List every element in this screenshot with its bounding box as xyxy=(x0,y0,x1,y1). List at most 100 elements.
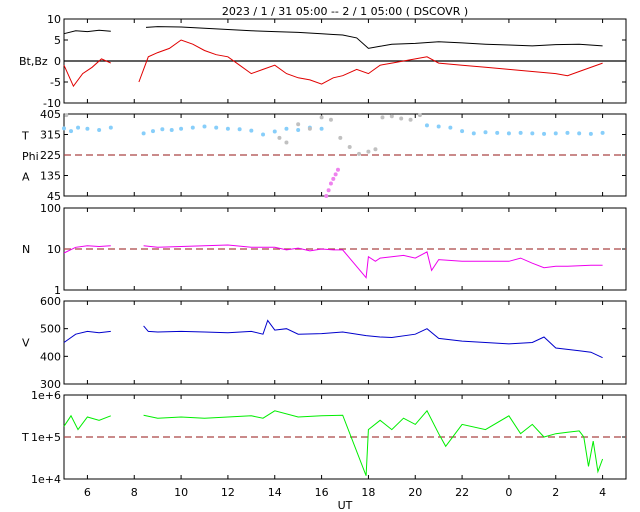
x-tick-label: 16 xyxy=(315,486,329,499)
point-phi_away xyxy=(389,114,394,119)
point-t xyxy=(160,127,165,132)
x-tick-label: 6 xyxy=(84,486,91,499)
x-tick-label: 4 xyxy=(599,486,606,499)
y-tick-label: 500 xyxy=(40,323,61,336)
series-bt xyxy=(63,26,603,49)
chart-title: 2023 / 1 / 31 05:00 -- 2 / 1 05:00 ( DSC… xyxy=(222,5,468,18)
point-t xyxy=(225,126,230,131)
point-phi_away xyxy=(307,126,312,131)
point-phi_away xyxy=(328,117,333,122)
point-t xyxy=(214,125,219,130)
y-tick-label: 315 xyxy=(40,129,61,142)
point-t xyxy=(436,124,441,129)
point-phi_away xyxy=(347,145,352,150)
y-tick-label: 300 xyxy=(40,378,61,391)
point-t xyxy=(319,126,324,131)
point-phi_away xyxy=(380,115,385,120)
point-t xyxy=(600,130,605,135)
point-t xyxy=(553,131,558,136)
point-phi_away xyxy=(357,151,362,156)
point-phi_away xyxy=(284,140,289,145)
y-tick-label: -10 xyxy=(43,97,61,110)
y-tick-label: 0 xyxy=(54,55,61,68)
point-t xyxy=(85,126,90,131)
y-tick-label: 400 xyxy=(40,350,61,363)
point-phi_away xyxy=(277,135,282,140)
point-t xyxy=(565,130,570,135)
x-tick-label: 12 xyxy=(221,486,235,499)
y-tick-label: 225 xyxy=(40,149,61,162)
panel-angle: 405 315 225 135 45 T Phi A xyxy=(21,108,627,203)
panel-frame xyxy=(63,300,627,385)
y-tick-label: 45 xyxy=(47,190,61,203)
point-phi_away xyxy=(338,135,343,140)
x-tick-label: 14 xyxy=(268,486,282,499)
y-tick-label: 405 xyxy=(40,108,61,121)
point-phi_away xyxy=(366,149,371,154)
y-tick-label: 1 xyxy=(54,284,61,297)
point-t xyxy=(495,130,500,135)
point-t xyxy=(108,125,113,130)
point-t xyxy=(261,132,266,137)
point-phi_away xyxy=(399,116,404,121)
point-t xyxy=(460,129,465,134)
y-axis-label: T xyxy=(21,130,29,143)
point-t xyxy=(76,125,81,130)
point-t xyxy=(249,128,254,133)
panels: 10 5 0 -5 -10 Bt,Bz 405 315 225 135 45 T Phi A 100 10 1 N… xyxy=(19,13,627,486)
point-t xyxy=(518,130,523,135)
point-t xyxy=(97,127,102,132)
y-tick-label: 100 xyxy=(40,202,61,215)
point-t xyxy=(506,131,511,136)
y-axis-label: N xyxy=(22,243,30,256)
point-t xyxy=(542,131,547,136)
y-axis-label: T xyxy=(21,431,29,444)
y-axis-label: Bt,Bz xyxy=(19,55,48,68)
point-t xyxy=(62,126,66,131)
point-t xyxy=(530,131,535,136)
point-phi_away xyxy=(373,147,378,152)
point-t xyxy=(272,129,277,134)
point-t xyxy=(69,129,74,134)
point-phi_toward xyxy=(328,181,333,186)
point-phi_toward xyxy=(326,188,331,193)
point-phi_toward xyxy=(331,176,336,181)
x-tick-label: 2 xyxy=(552,486,559,499)
series-temp xyxy=(63,409,604,476)
point-t xyxy=(150,129,155,134)
point-t xyxy=(424,123,429,128)
series-n xyxy=(63,244,603,279)
y-tick-label: 1e+4 xyxy=(31,473,61,486)
point-t xyxy=(577,131,582,136)
x-axis-label: UT xyxy=(338,499,353,512)
point-t xyxy=(202,124,207,129)
point-t xyxy=(448,125,453,130)
x-tick-label: 10 xyxy=(174,486,188,499)
y-axis-label: V xyxy=(22,337,30,350)
point-phi_away xyxy=(319,115,324,120)
point-phi_toward xyxy=(333,172,338,177)
x-tick-label: 8 xyxy=(131,486,138,499)
y-tick-label: 600 xyxy=(40,295,61,308)
point-t xyxy=(296,127,301,132)
point-phi_toward xyxy=(335,167,340,172)
point-t xyxy=(284,126,289,131)
point-phi_toward xyxy=(324,194,329,198)
point-t xyxy=(190,125,195,130)
y-tick-label: 1e+6 xyxy=(31,389,61,402)
point-t xyxy=(237,127,242,132)
point-t xyxy=(179,126,184,131)
point-phi_away xyxy=(417,113,422,118)
panel-mag: 10 5 0 -5 -10 Bt,Bz xyxy=(19,13,627,110)
y-tick-label: 135 xyxy=(40,170,61,183)
point-t xyxy=(588,131,593,136)
x-tick-label: 18 xyxy=(361,486,375,499)
x-tick-label: 22 xyxy=(455,486,469,499)
point-t xyxy=(141,131,146,136)
panel-density: 100 10 1 N xyxy=(22,202,627,297)
point-t xyxy=(169,127,174,132)
panel-speed: 600 500 400 300 V xyxy=(22,295,627,391)
point-phi_away xyxy=(296,122,301,127)
y-tick-label: 1e+5 xyxy=(31,431,61,444)
y-tick-label: 10 xyxy=(47,243,61,256)
